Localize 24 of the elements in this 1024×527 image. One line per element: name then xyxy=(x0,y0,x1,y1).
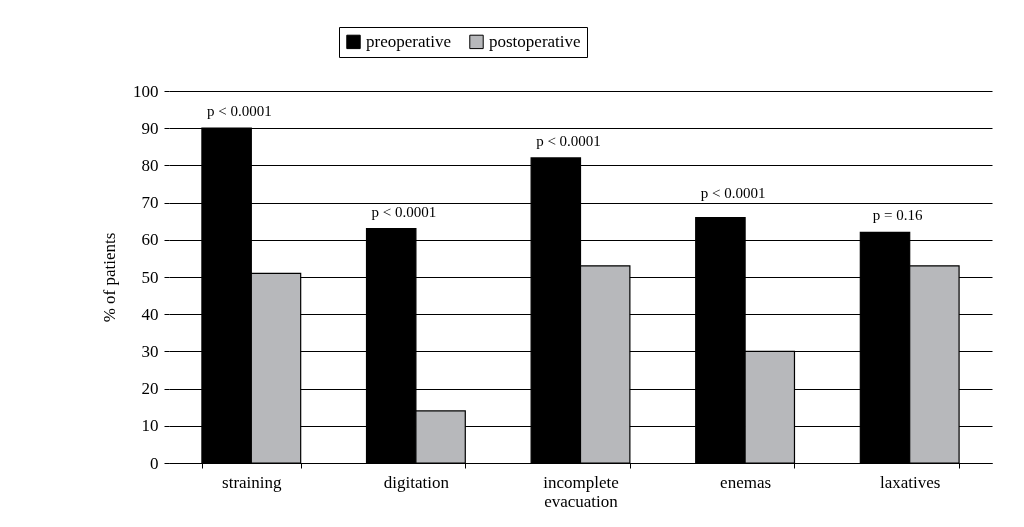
y-tick-label: 30 xyxy=(141,341,159,361)
y-tick-label: 10 xyxy=(141,416,159,436)
x-tick-label: enemas xyxy=(720,472,772,492)
annotation: p < 0.0001 xyxy=(700,184,766,201)
annotation: p < 0.0001 xyxy=(536,132,601,149)
y-tick-label: 70 xyxy=(141,193,159,213)
y-tick-label: 50 xyxy=(141,267,159,287)
annotation: p = 0.16 xyxy=(872,207,924,224)
x-tick-label: straining xyxy=(222,472,283,492)
legend-label: preoperative xyxy=(366,31,451,51)
x-tick-label: laxatives xyxy=(879,472,941,492)
y-tick-label: 20 xyxy=(141,379,159,399)
legend-label: postoperative xyxy=(489,31,581,51)
y-tick-label: 60 xyxy=(141,230,159,250)
x-tick-label: incomplete evacuation xyxy=(543,472,619,511)
y-tick-label: 0 xyxy=(150,453,159,473)
y-tick-label: 100 xyxy=(133,81,159,101)
y-axis-title: % of patients xyxy=(100,232,119,323)
y-tick-label: 80 xyxy=(141,155,159,175)
annotation: p < 0.0001 xyxy=(371,203,437,220)
y-tick-label: 40 xyxy=(141,304,159,324)
annotation: p < 0.0001 xyxy=(206,103,272,120)
y-tick-label: 90 xyxy=(141,118,159,138)
x-tick-label: digitation xyxy=(383,472,450,492)
